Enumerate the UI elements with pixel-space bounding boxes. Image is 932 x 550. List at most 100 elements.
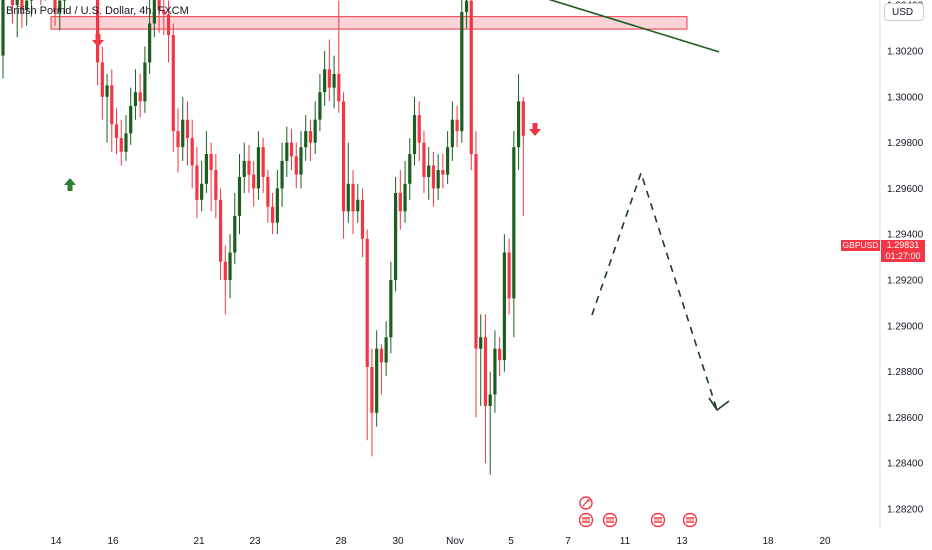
- candle-102: [483, 314, 488, 464]
- candle-body: [313, 119, 317, 143]
- candle-body: [256, 147, 261, 189]
- time-tick-8: 7: [565, 536, 571, 547]
- earnings-event-icon[interactable]: [579, 496, 593, 510]
- candle-body: [512, 147, 516, 299]
- projection-arrowhead: [708, 397, 730, 412]
- candle-body: [346, 183, 350, 212]
- candle-77: [365, 229, 369, 441]
- candle-45: [214, 154, 218, 219]
- candle-23: [110, 69, 114, 152]
- candle-body: [228, 252, 232, 280]
- time-tick-12: 20: [819, 536, 831, 547]
- candle-103: [488, 371, 492, 475]
- time-tick-0: 14: [50, 536, 62, 547]
- candle-body: [488, 394, 492, 406]
- candle-3: [15, 0, 19, 38]
- candle-13: [62, 0, 67, 15]
- candle-body: [133, 92, 138, 106]
- price-tick-15: 1.28200: [887, 505, 924, 516]
- candle-body: [460, 12, 464, 132]
- candle-body: [403, 183, 407, 212]
- event-glyph: [582, 499, 590, 507]
- candle-69: [327, 39, 331, 102]
- candle-26: [124, 115, 128, 161]
- candle-33: [157, 0, 161, 33]
- candle-4: [20, 0, 24, 29]
- price-tick-13: 1.28600: [887, 413, 924, 424]
- price-axis[interactable]: 1.312001.310001.308001.306001.304001.302…: [879, 0, 924, 528]
- time-tick-6: Nov: [446, 536, 464, 547]
- time-tick-1: 16: [107, 536, 119, 547]
- candle-64: [304, 115, 308, 161]
- candle-87: [412, 96, 417, 166]
- candle-5: [25, 0, 29, 26]
- candle-25: [119, 119, 123, 166]
- price-tick-8: 1.29600: [887, 184, 924, 195]
- candle-62: [294, 142, 298, 189]
- price-tick-11: 1.29000: [887, 321, 924, 332]
- candle-41: [195, 147, 199, 219]
- candle-43: [204, 131, 208, 193]
- time-tick-4: 28: [335, 536, 347, 547]
- currency-button[interactable]: USD: [884, 3, 924, 21]
- symbol-price-tag: GBPUSD: [841, 240, 880, 251]
- us-event-flag-icon[interactable]: [682, 512, 698, 528]
- candle-body: [384, 337, 388, 363]
- candle-105: [498, 337, 502, 377]
- price-tick-12: 1.28800: [887, 367, 924, 378]
- candle-body: [507, 252, 511, 299]
- us-event-flag-icon[interactable]: [578, 512, 594, 528]
- candle-96: [455, 105, 459, 148]
- candle-body: [285, 142, 289, 161]
- candle-body: [152, 0, 156, 24]
- candle-body: [450, 119, 454, 148]
- candle-93: [441, 154, 445, 189]
- time-tick-7: 5: [508, 536, 514, 547]
- candle-46: [218, 188, 223, 280]
- candle-109: [516, 73, 521, 171]
- us-event-flag-icon[interactable]: [602, 512, 618, 528]
- candle-body: [166, 14, 171, 35]
- candle-44: [209, 142, 213, 212]
- candle-body: [337, 73, 341, 102]
- economic-events[interactable]: [578, 496, 698, 528]
- candle-body: [408, 154, 412, 184]
- candle-body: [143, 62, 147, 102]
- candle-37: [176, 108, 180, 173]
- candle-61: [289, 128, 294, 171]
- candle-body: [119, 138, 123, 152]
- candle-body: [332, 73, 336, 88]
- candle-54: [256, 131, 261, 200]
- candle-76: [360, 188, 365, 258]
- candle-body: [308, 131, 313, 143]
- us-event-flag-icon[interactable]: [650, 512, 666, 528]
- candle-94: [446, 131, 450, 184]
- candle-100: [474, 131, 478, 418]
- candle-body: [110, 85, 114, 125]
- candle-body: [275, 188, 279, 223]
- candle-42: [200, 160, 204, 212]
- candle-91: [431, 151, 436, 207]
- candle-body: [479, 337, 483, 349]
- candle-body: [200, 183, 204, 200]
- price-tick-9: 1.29400: [887, 230, 924, 241]
- candle-22: [105, 73, 109, 143]
- candle-body: [124, 133, 128, 152]
- candle-body: [271, 206, 275, 223]
- candle-75: [356, 183, 360, 223]
- candle-32: [152, 0, 156, 38]
- candle-101: [479, 314, 483, 406]
- time-tick-3: 23: [249, 536, 261, 547]
- candle-59: [280, 142, 284, 207]
- candle-57: [271, 192, 275, 235]
- candle-body: [181, 119, 185, 148]
- candle-body: [58, 0, 62, 13]
- candle-body: [318, 92, 322, 120]
- candle-body: [370, 367, 374, 413]
- candle-body: [148, 23, 152, 63]
- candle-39: [185, 101, 190, 166]
- candle-body: [62, 0, 67, 1]
- time-axis[interactable]: 14 16 21 23 28 30 Nov 5 7 11 13 18 20: [50, 536, 831, 547]
- candle-2: [10, 0, 15, 24]
